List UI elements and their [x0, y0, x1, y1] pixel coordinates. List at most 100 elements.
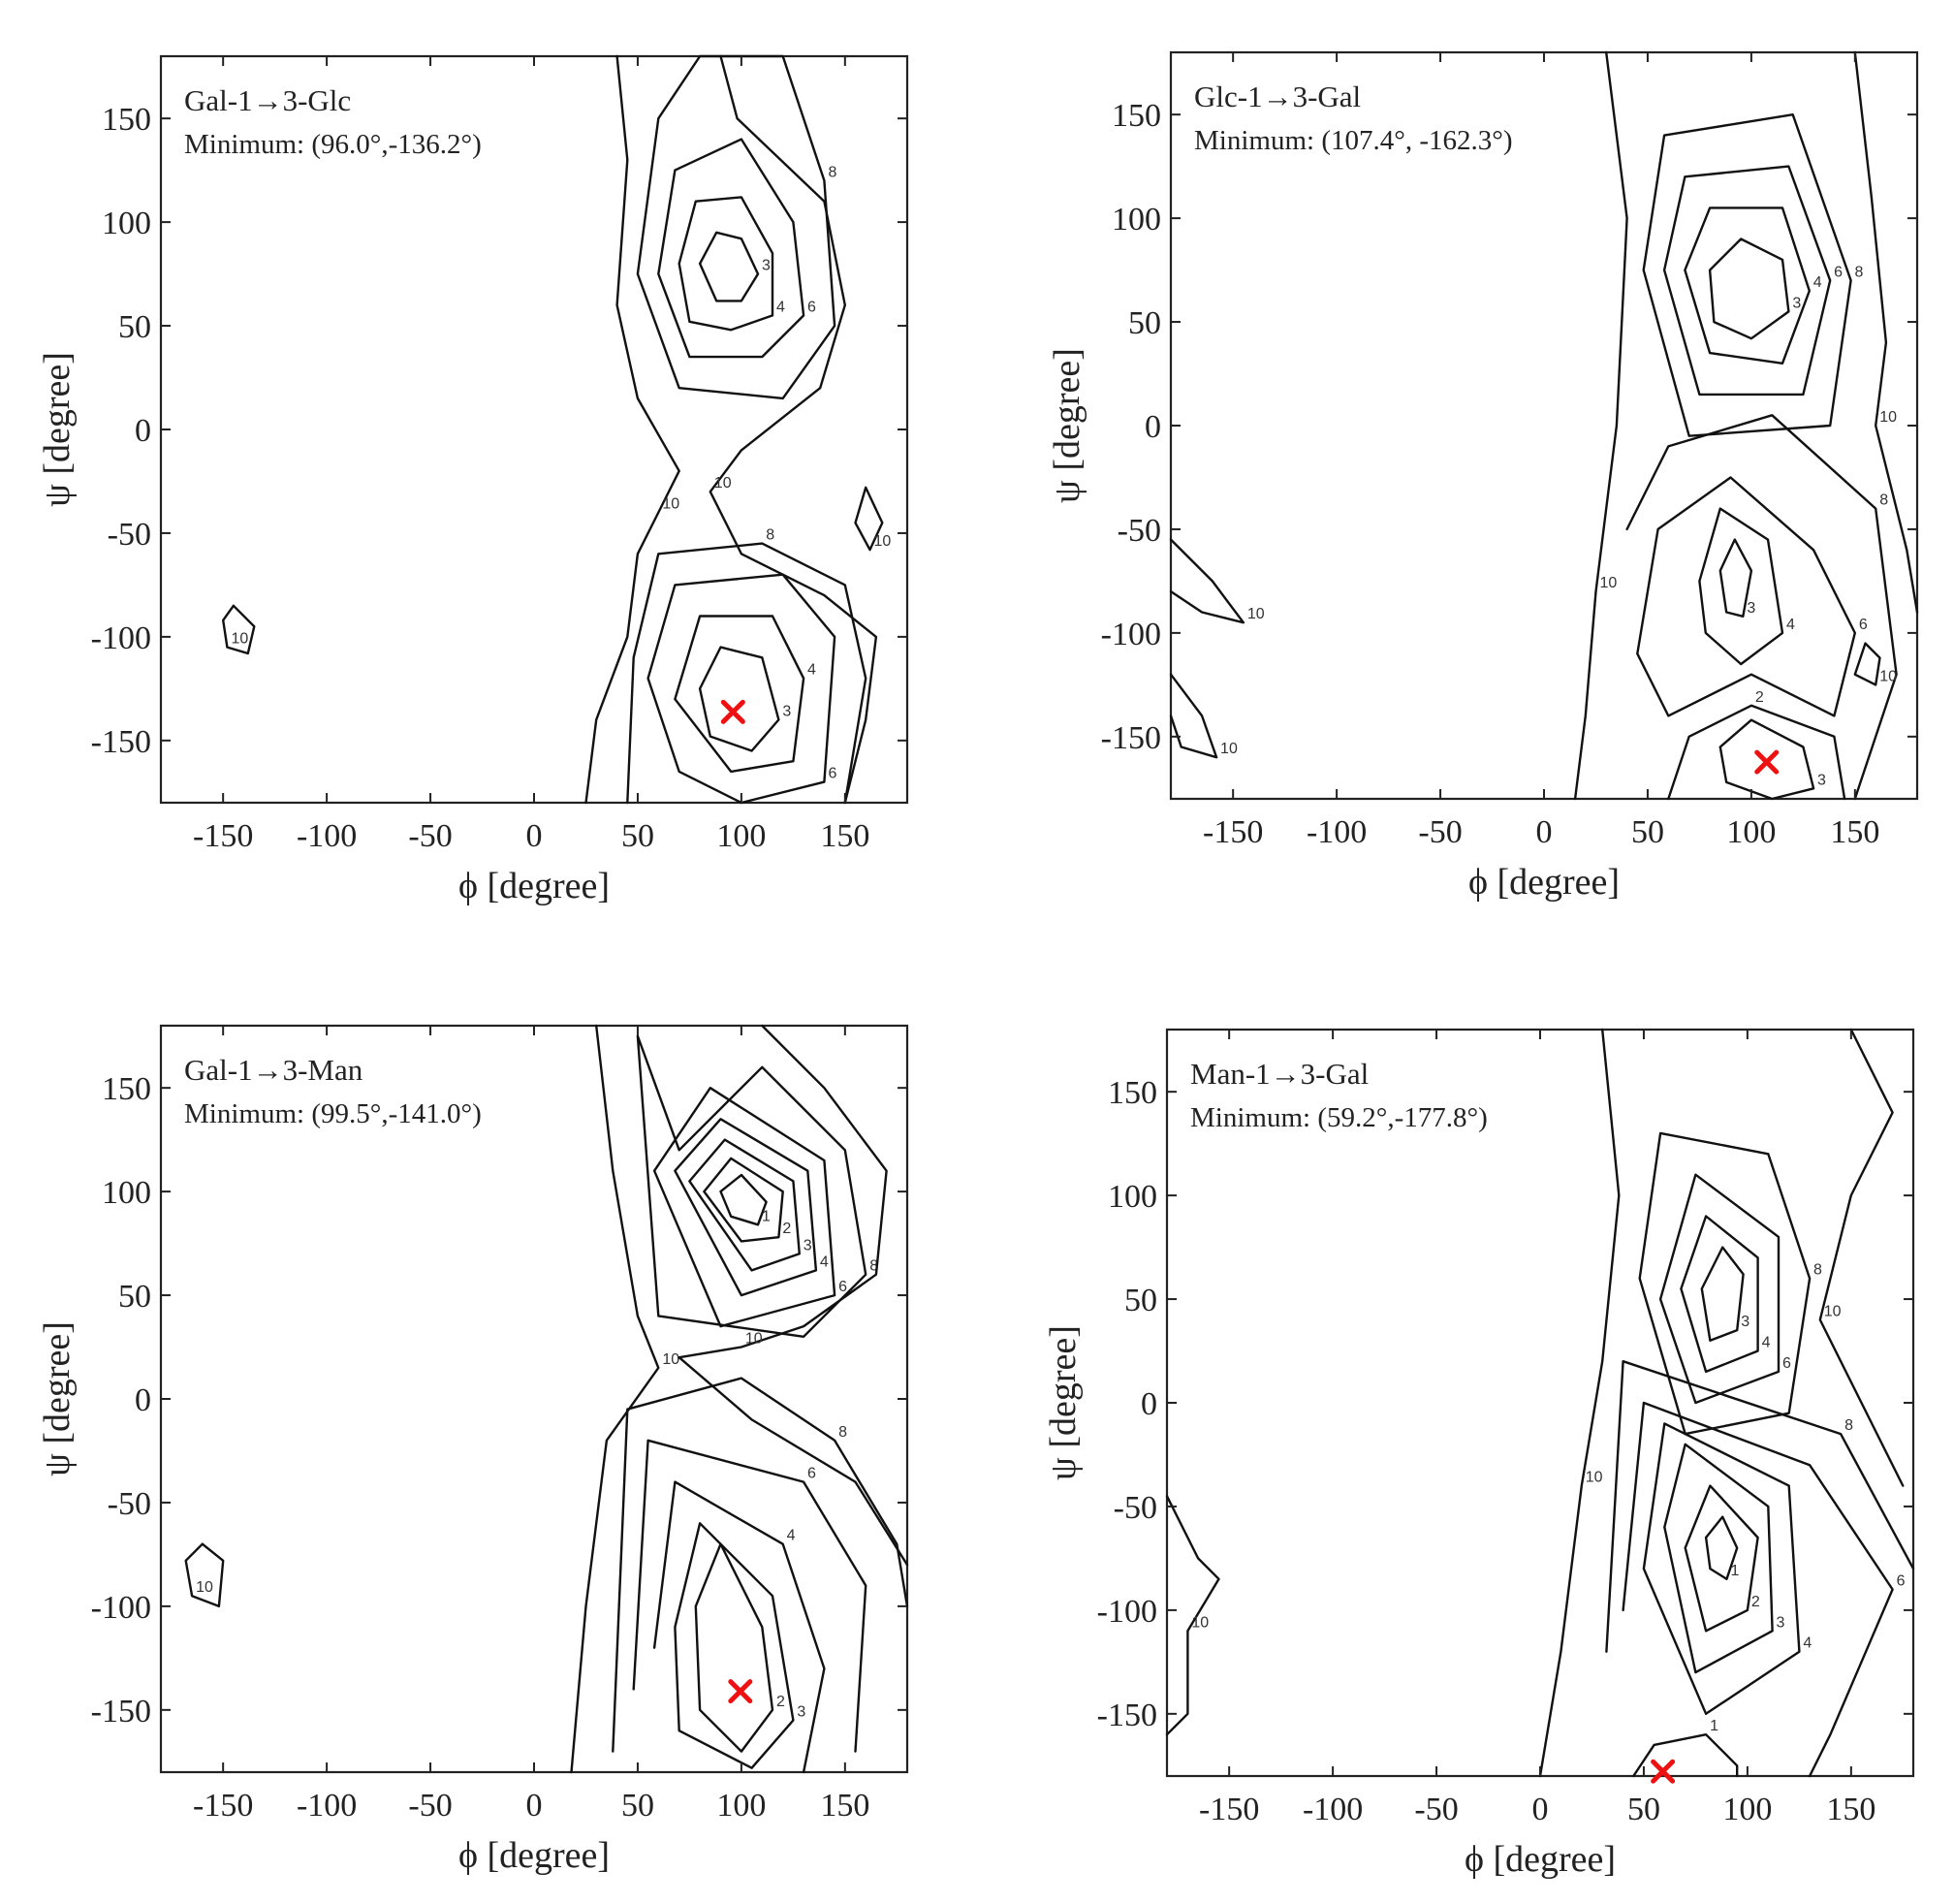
panel-title: Gal-1→3-Glc — [184, 83, 351, 117]
contour-line-level-10 — [570, 1024, 660, 1774]
contour-line-level-8 — [1625, 414, 1898, 801]
contour-level-label: 10 — [1824, 1303, 1842, 1319]
contour-line-level-10 — [1573, 50, 1628, 801]
contour-line-level-6 — [646, 573, 836, 805]
x-tick-label: -150 — [193, 1788, 253, 1824]
contour-line-level-10 — [1818, 1028, 1905, 1487]
contour-line-level-8 — [626, 542, 867, 805]
y-tick-label: -100 — [1101, 617, 1161, 652]
x-axis-label: ϕ [degree] — [458, 1835, 610, 1876]
contour-line-level-2 — [694, 1542, 774, 1753]
contour-line-level-2 — [1667, 704, 1846, 801]
contour-level-label: 8 — [838, 1424, 847, 1441]
contour-line-level-6 — [1662, 165, 1832, 397]
contour-line-level-10 — [678, 1024, 909, 1567]
contour-line-level-10 — [1853, 50, 1919, 614]
x-axis-label: ϕ [degree] — [1468, 862, 1620, 903]
contour-level-label: 6 — [828, 766, 836, 782]
contour-level-label: 8 — [1879, 492, 1888, 509]
contour-level-label: 4 — [1803, 1635, 1812, 1652]
contour-level-label: 2 — [782, 1221, 791, 1237]
contour-level-label: 4 — [820, 1253, 829, 1270]
contour-level-label: 6 — [1782, 1355, 1791, 1372]
y-tick-label: -150 — [91, 724, 151, 760]
x-tick-label: -100 — [297, 1788, 357, 1824]
contour-level-label: 8 — [766, 527, 774, 544]
contour-line-level-10 — [584, 54, 680, 805]
contour-level-label: 3 — [1792, 295, 1801, 311]
contour-level-label: 10 — [714, 475, 732, 492]
x-tick-label: -100 — [1307, 814, 1367, 850]
contour-level-label: 4 — [1786, 617, 1795, 633]
contour-level-label: 3 — [782, 703, 791, 719]
contour-level-label: 3 — [762, 258, 771, 274]
x-tick-label: 150 — [1830, 814, 1879, 850]
contour-line-level-4 — [652, 1480, 826, 1774]
contour-line-level-6 — [632, 1439, 867, 1753]
contour-level-label: 6 — [1859, 617, 1868, 633]
contour-line-level-10 — [184, 1542, 225, 1608]
contour-line-level-2 — [1684, 1484, 1759, 1633]
y-axis-label: ψ [degree] — [1043, 1325, 1084, 1480]
panel-title: Man-1→3-Gal — [1190, 1057, 1369, 1091]
contour-level-label: 2 — [1751, 1594, 1760, 1610]
y-tick-label: -150 — [1101, 720, 1161, 756]
minimum-marker-stroke — [728, 1679, 753, 1704]
contour-level-label: 2 — [1755, 689, 1764, 706]
x-tick-label: 0 — [526, 1788, 543, 1824]
contour-level-label: 10 — [1879, 409, 1897, 426]
x-tick-label: 150 — [1826, 1792, 1875, 1827]
x-axis-label: ϕ [degree] — [1465, 1839, 1616, 1880]
contour-line-level-4 — [1642, 1422, 1801, 1715]
contour-line-level-6 — [1636, 476, 1856, 717]
contour-line-level-3 — [1700, 1246, 1745, 1342]
contour-level-label: 4 — [1762, 1335, 1771, 1351]
x-tick-label: 100 — [716, 1788, 766, 1824]
y-tick-label: 100 — [1112, 202, 1161, 238]
contour-line-level-10 — [1165, 1495, 1220, 1736]
x-tick-label: -100 — [297, 818, 357, 854]
contour-level-label: 10 — [874, 533, 892, 550]
contour-level-label: 6 — [838, 1279, 847, 1295]
contour-level-label: 10 — [1220, 741, 1238, 757]
x-tick-label: 50 — [1631, 814, 1664, 850]
y-tick-label: -50 — [1114, 1490, 1157, 1526]
plot-frame — [1165, 1028, 1915, 1778]
minimum-marker — [728, 1679, 753, 1704]
x-tick-label: 50 — [621, 818, 654, 854]
contour-level-label: 8 — [1813, 1262, 1822, 1279]
contour-line-level-4 — [1684, 206, 1811, 365]
contour-line-level-6 — [1622, 1401, 1894, 1778]
contour-lines: 3 4 6 8 10 10 3 4 6 8 10 10 — [222, 54, 892, 805]
x-tick-label: 0 — [1532, 1792, 1549, 1827]
contour-line-level-3 — [698, 231, 760, 302]
contour-line-level-10 — [1538, 1028, 1621, 1778]
y-tick-label: -150 — [91, 1694, 151, 1729]
x-axis-label: ϕ [degree] — [458, 866, 610, 906]
y-tick-label: 50 — [1124, 1283, 1157, 1318]
y-tick-label: 0 — [1141, 1386, 1157, 1422]
contour-level-label: 1 — [762, 1208, 771, 1224]
contour-level-label: 10 — [745, 1331, 763, 1348]
plot-frame — [1169, 50, 1919, 801]
minimum-marker-stroke — [720, 699, 745, 724]
y-tick-label: -50 — [108, 517, 151, 553]
minimum-marker — [1651, 1759, 1676, 1784]
contour-line-level-6 — [652, 1087, 836, 1328]
contour-level-label: 6 — [807, 299, 816, 315]
contour-level-label: 1 — [1710, 1718, 1718, 1734]
contour-line-level-8 — [612, 1377, 909, 1753]
y-tick-label: 0 — [135, 413, 151, 449]
y-tick-label: 150 — [102, 1071, 151, 1107]
contour-line-level-3 — [1718, 718, 1815, 801]
contour-level-label: 10 — [1191, 1614, 1209, 1631]
y-axis-label: ψ [degree] — [37, 352, 78, 507]
x-tick-label: 50 — [621, 1788, 654, 1824]
x-tick-label: 100 — [716, 818, 766, 854]
x-tick-label: 100 — [1726, 814, 1776, 850]
contour-level-label: 2 — [776, 1694, 785, 1710]
x-tick-label: 50 — [1627, 1792, 1660, 1827]
